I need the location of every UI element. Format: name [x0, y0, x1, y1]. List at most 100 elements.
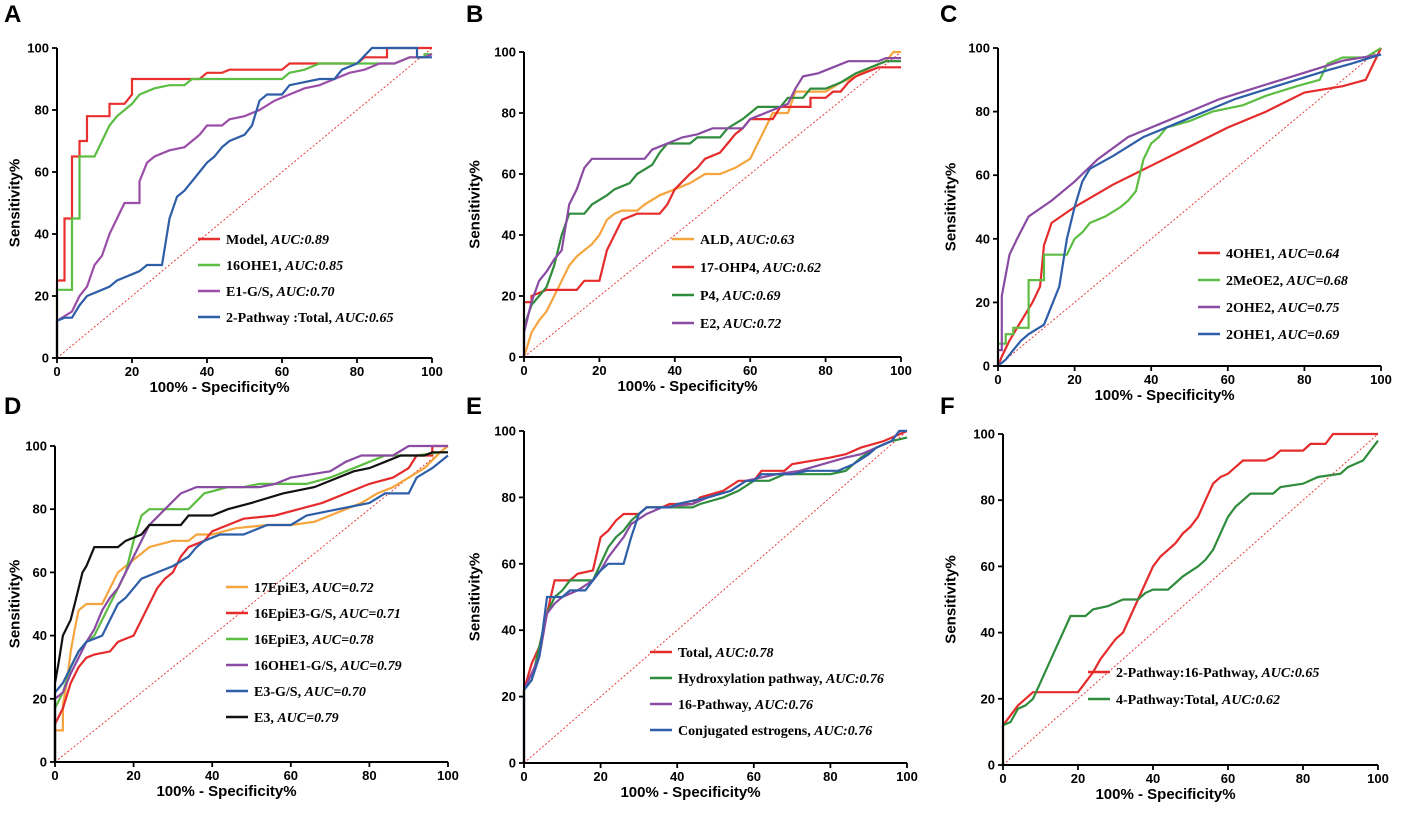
legend-entry: ALD, AUC:0.63 — [700, 233, 795, 248]
roc-curve-2meoe2 — [996, 47, 1382, 366]
y-tick-label: 80 — [981, 493, 995, 508]
y-tick-label: 0 — [509, 350, 516, 365]
legend-entry: E3, AUC=0.79 — [254, 711, 339, 726]
legend-separator: , — [716, 289, 723, 304]
panel-d: D 0 20 40 60 80 100 0 20 40 60 80 100 100% - Specific… — [4, 393, 459, 800]
x-axis-title: 100% - Specificity% — [149, 379, 289, 396]
legend-series-name: 17-OHP4 — [700, 261, 756, 276]
legend-auc-value: AUC:0.70 — [276, 285, 335, 300]
roc-curve-conjugated-estrogens — [522, 429, 907, 763]
panel-c: C 0 20 40 60 80 100 0 20 40 60 80 100 100% - Specific… — [940, 1, 1392, 404]
panel-e: E 0 20 40 60 80 100 0 20 40 60 80 100 100% - Specific… — [466, 393, 918, 801]
legend-auc-value: AUC:0.69 — [722, 289, 781, 304]
legend-series-name: 4OHE1 — [1226, 247, 1271, 262]
roc-curve-e2 — [522, 56, 901, 357]
x-tick-label: 80 — [362, 768, 376, 783]
roc-curve-16epie3-g-s — [53, 444, 448, 762]
y-tick-label: 60 — [502, 167, 516, 182]
roc-curve-e3 — [53, 451, 448, 762]
legend-entry: E2, AUC:0.72 — [700, 317, 781, 332]
x-tick-label: 100 — [1370, 372, 1392, 387]
reference-line — [1002, 433, 1379, 766]
legend-auc-value: AUC=0.79 — [276, 711, 338, 726]
y-tick-label: 80 — [502, 106, 516, 121]
panel-b: B 0 20 40 60 80 100 0 20 40 60 80 100 100% - Specific… — [466, 1, 912, 395]
legend-series-name: 16OHE1-G/S — [254, 659, 334, 674]
legend-auc-value: AUC:0.89 — [270, 233, 329, 248]
x-tick-label: 80 — [818, 363, 832, 378]
y-tick-label: 80 — [33, 502, 47, 517]
legend-separator: , — [1254, 666, 1261, 681]
y-tick-label: 0 — [983, 359, 990, 374]
x-tick-label: 20 — [125, 364, 139, 379]
panel-a: A 0 20 40 60 80 100 0 20 40 60 80 100 100% - Specific… — [4, 1, 443, 396]
y-tick-label: 20 — [502, 289, 516, 304]
roc-curve-2ohe2 — [996, 53, 1382, 366]
reference-line — [54, 445, 449, 763]
y-tick-label: 80 — [502, 490, 516, 505]
legend-series-name: Total — [678, 646, 709, 661]
legend-series-name: 2OHE2 — [1226, 301, 1271, 316]
reference-line — [523, 51, 902, 358]
legend-auc-value: AUC:0.76 — [825, 672, 884, 687]
x-tick-label: 60 — [747, 769, 761, 784]
legend-entry: 2-Pathway:16-Pathway, AUC:0.65 — [1116, 666, 1319, 681]
legend-series-name: 16-Pathway — [678, 698, 749, 713]
legend-auc-value: AUC:0.76 — [754, 698, 813, 713]
panel-letter: C — [940, 1, 957, 28]
x-tick-label: 0 — [520, 363, 527, 378]
legend-auc-value: AUC:0.65 — [1260, 666, 1319, 681]
legend-entry: 4OHE1, AUC=0.64 — [1226, 247, 1339, 262]
legend-separator: , — [329, 311, 336, 326]
x-tick-label: 0 — [999, 771, 1006, 786]
x-tick-label: 100 — [890, 363, 912, 378]
y-tick-label: 60 — [33, 565, 47, 580]
y-axis-title: Sensitivity% — [466, 553, 483, 641]
legend-series-name: 2OHE1 — [1226, 328, 1271, 343]
y-tick-label: 80 — [976, 104, 990, 119]
legend-entry: 17-OHP4, AUC:0.62 — [700, 261, 821, 276]
x-axis-title: 100% - Specificity% — [1094, 387, 1234, 404]
x-tick-label: 100 — [1367, 771, 1389, 786]
x-tick-label: 20 — [1071, 771, 1085, 786]
legend-entry: Conjugated estrogens, AUC:0.76 — [678, 724, 872, 739]
y-tick-label: 100 — [494, 424, 516, 439]
x-tick-label: 60 — [284, 768, 298, 783]
legend-auc-value: AUC=0.69 — [1277, 328, 1339, 343]
legend-entry: 16EpiE3-G/S, AUC=0.71 — [254, 607, 401, 622]
legend-separator: , — [756, 261, 763, 276]
y-tick-label: 100 — [27, 41, 49, 56]
legend-separator: , — [709, 646, 716, 661]
y-tick-label: 60 — [981, 559, 995, 574]
legend-entry: Model, AUC:0.89 — [226, 233, 329, 248]
panel-letter: D — [4, 393, 21, 420]
panel-letter: A — [4, 1, 21, 28]
y-tick-label: 100 — [968, 41, 990, 56]
x-tick-label: 80 — [1297, 372, 1311, 387]
x-axis-title: 100% - Specificity% — [156, 783, 296, 800]
legend-auc-value: AUC=0.72 — [311, 581, 373, 596]
x-tick-label: 60 — [275, 364, 289, 379]
legend-auc-value: AUC:0.65 — [335, 311, 394, 326]
legend-series-name: P4 — [700, 289, 716, 304]
legend-series-name: 2-Pathway :Total — [226, 311, 329, 326]
legend-series-name: 4-Pathway:Total — [1116, 693, 1215, 708]
x-axis-title: 100% - Specificity% — [620, 784, 760, 801]
legend-entry: 2OHE1, AUC=0.69 — [1226, 328, 1339, 343]
y-tick-label: 0 — [509, 756, 516, 771]
x-tick-label: 40 — [1144, 372, 1158, 387]
legend-entry: 2OHE2, AUC=0.75 — [1226, 301, 1339, 316]
legend-entry: 17EpiE3, AUC=0.72 — [254, 581, 374, 596]
legend-auc-value: AUC:0.72 — [722, 317, 781, 332]
x-tick-label: 60 — [1221, 771, 1235, 786]
legend-separator: , — [1271, 247, 1278, 262]
y-tick-label: 60 — [502, 556, 516, 571]
y-axis-title: Sensitivity% — [6, 560, 23, 648]
x-tick-label: 0 — [53, 364, 60, 379]
legend-series-name: 16EpiE3-G/S — [254, 607, 333, 622]
x-tick-label: 0 — [51, 768, 58, 783]
legend-auc-value: AUC=0.68 — [1286, 274, 1348, 289]
y-tick-label: 100 — [25, 439, 47, 454]
roc-curve-17-ohp4 — [522, 66, 901, 357]
